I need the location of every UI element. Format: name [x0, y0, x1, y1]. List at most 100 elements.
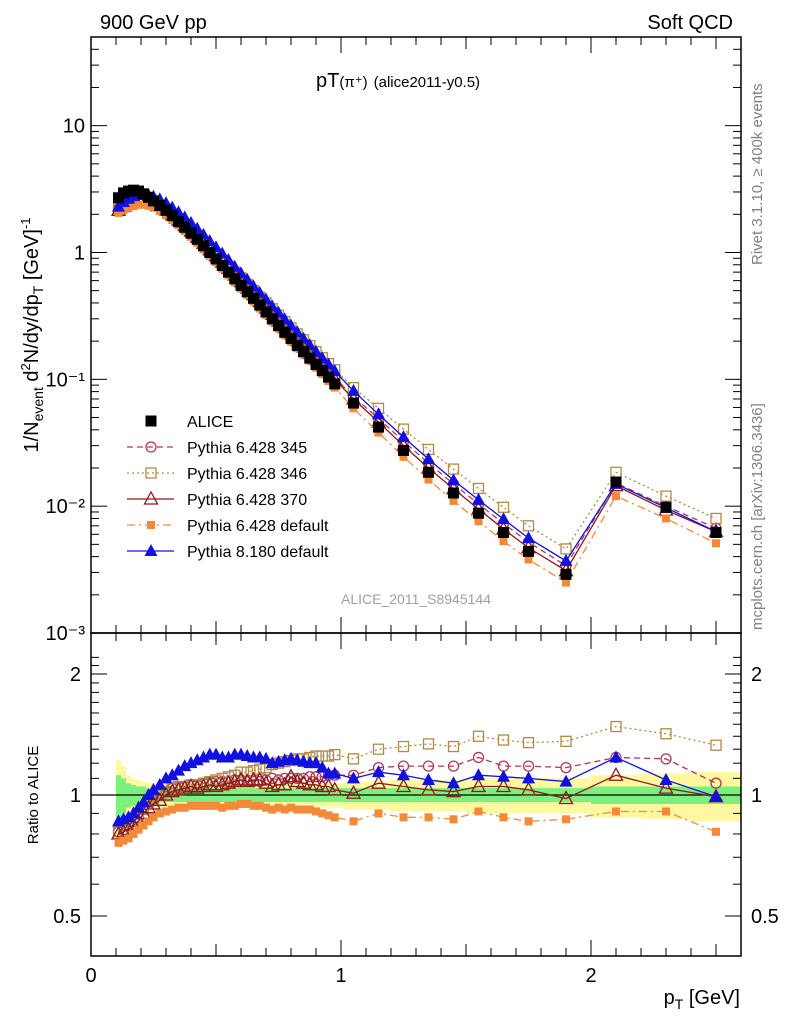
data-point-ALICE [291, 339, 303, 351]
data-point-p6def [612, 492, 620, 501]
ratio-point-p8def [497, 769, 510, 782]
ratio-point-p6def [144, 817, 153, 826]
ratio-point-p6def [124, 834, 133, 843]
ratio-point-p370 [152, 791, 168, 806]
header-right: Soft QCD [647, 12, 733, 34]
data-point-p346 [472, 482, 485, 495]
ratio-point-p370 [345, 784, 362, 799]
ratio-point-p6def [662, 807, 670, 816]
legend: ALICE Pythia 6.428 345 Pythia 6.428 346 Pyt… [127, 414, 329, 561]
data-point-ALICE [279, 326, 291, 338]
ratio-point-p370 [558, 790, 574, 805]
ratio-point-p6def [712, 827, 720, 836]
ratio-point-p345 [447, 760, 460, 772]
ratio-point-p8def [372, 765, 385, 778]
ratio-point-p345 [310, 771, 322, 783]
ratio-point-p370 [445, 783, 462, 798]
ratio-point-p6def [312, 807, 320, 816]
ratio-point-p8def [559, 774, 573, 787]
data-point-p6def [712, 539, 720, 548]
ratio-point-p370 [164, 783, 180, 798]
data-point-ALICE [329, 378, 341, 390]
ratio-point-p8def [172, 763, 185, 776]
ratio-point-p6def [193, 801, 202, 810]
ratio-point-p346 [422, 738, 435, 750]
legend-item-p6def: Pythia 6.428 default [127, 518, 329, 535]
y-tick-label: 10⁻² [46, 496, 86, 518]
ratio-point-p6def [318, 809, 327, 818]
ratio-point-p6def [155, 809, 164, 818]
plot-title-particle: (π⁺) [339, 74, 367, 91]
data-point-ALICE [248, 292, 259, 304]
ratio-y-axis-label: Ratio to ALICE [25, 746, 42, 844]
ratio-point-p370 [170, 781, 187, 796]
legend-item-p8def: Pythia 8.180 default [127, 544, 329, 561]
data-point-ALICE [273, 320, 284, 332]
ratio-point-p6def [224, 801, 233, 810]
ratio-point-p6def [299, 805, 308, 814]
data-point-p8def [522, 531, 535, 544]
data-point-ALICE [148, 195, 159, 207]
ratio-point-p6def [255, 801, 264, 810]
ratio-point-p6def [612, 807, 620, 816]
ratio-point-p370 [608, 766, 624, 781]
ratio-point-p346 [247, 764, 260, 777]
analysis-watermark: ALICE_2011_S8945144 [341, 591, 491, 607]
ratio-point-p346 [472, 730, 485, 742]
ratio-point-p370 [283, 768, 299, 783]
data-point-p6def [524, 555, 533, 564]
main-y-axis-label: 1/Nevent d2N/dy/dpT [GeV]-1 [18, 217, 46, 452]
legend-label-p370: Pythia 6.428 370 [187, 492, 307, 509]
data-point-p346 [560, 543, 572, 555]
ratio-point-p346 [241, 766, 253, 778]
ratio-point-p8def [522, 771, 535, 784]
ratio-point-p370 [239, 773, 255, 788]
data-point-ALICE [160, 204, 172, 216]
data-point-p8def [447, 473, 460, 486]
ratio-point-p345 [422, 760, 435, 772]
ratio-point-p8def [472, 768, 485, 781]
ratio-point-p8def [137, 795, 150, 808]
ratio-point-p370 [195, 778, 212, 793]
data-point-ALICE [423, 466, 434, 478]
data-point-p8def [559, 553, 573, 566]
ratio-y-tick-label-right: 0.5 [751, 906, 779, 928]
ratio-point-p6def [212, 801, 220, 810]
data-point-ALICE [260, 306, 272, 318]
data-point-ALICE [191, 233, 203, 245]
ratio-point-p6def [119, 836, 128, 845]
ratio-point-p6def [262, 803, 270, 812]
ratio-point-p6def [243, 799, 252, 808]
data-point-ALICE [166, 210, 178, 222]
ratio-point-p6def [218, 803, 227, 812]
data-point-ALICE [298, 346, 309, 358]
data-point-p6def [399, 452, 408, 461]
ratio-point-p370 [327, 781, 343, 796]
ratio-point-p346 [660, 728, 672, 740]
ratio-point-p370 [264, 778, 280, 793]
data-point-ALICE [310, 358, 322, 370]
data-point-ALICE [223, 266, 234, 278]
data-point-ALICE [348, 397, 359, 409]
legend-marker-p8def [144, 544, 158, 556]
ratio-point-p6def [293, 805, 302, 814]
legend-label-p6def: Pythia 6.428 default [187, 518, 329, 535]
data-point-ALICE [610, 476, 622, 488]
ratio-point-p6def [474, 807, 483, 816]
x-tick-label: 0 [85, 965, 96, 987]
ratio-point-p346 [560, 735, 572, 747]
ratio-point-p346 [397, 740, 410, 753]
ratio-point-p346 [372, 743, 385, 755]
ratio-point-p6def [134, 825, 143, 834]
data-point-p6def [662, 514, 670, 523]
ratio-point-p370 [520, 781, 537, 796]
ratio-point-p8def [422, 772, 435, 785]
ratio-point-p8def [328, 766, 342, 779]
y-tick-label: 1 [74, 242, 85, 264]
ratio-series-p370 [110, 766, 724, 840]
ratio-point-p6def [249, 801, 258, 810]
ratio-line-p345 [118, 756, 717, 833]
ratio-point-p8def [609, 750, 623, 763]
data-point-p6def [449, 496, 458, 505]
